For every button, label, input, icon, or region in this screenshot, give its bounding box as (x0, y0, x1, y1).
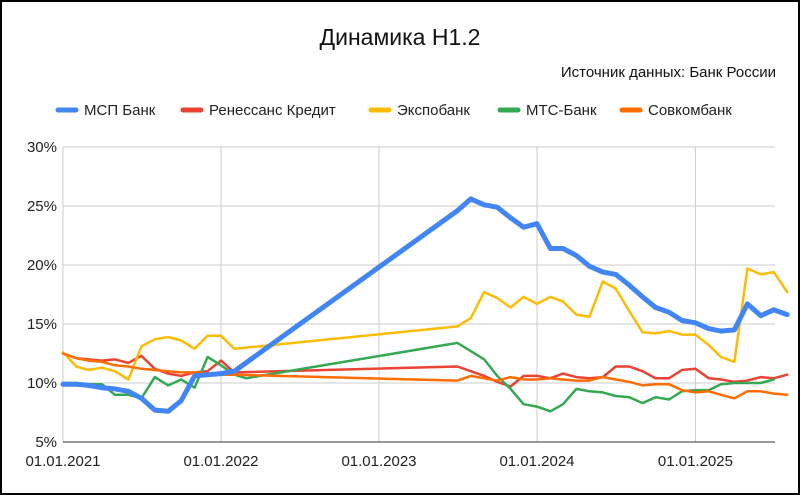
series-line-1 (60, 196, 790, 414)
x-tick-label: 01.01.2025 (658, 453, 733, 470)
series-line-5 (61, 352, 789, 400)
y-tick-label: 15% (27, 316, 57, 333)
y-tick-label: 20% (27, 257, 57, 274)
chart-series-lines (60, 196, 790, 414)
legend-label: Экспобанк (397, 102, 470, 119)
y-tick-label: 5% (35, 434, 57, 451)
x-axis-ticks: 01.01.2021 01.01.2022 01.01.2023 01.01.2024… (25, 453, 733, 470)
y-tick-label: 30% (27, 139, 57, 156)
legend-label: Совкомбанк (648, 102, 732, 119)
x-tick-label: 01.01.2023 (341, 453, 416, 470)
y-tick-label: 10% (27, 375, 57, 392)
chart-title: Динамика Н1.2 (319, 24, 481, 50)
x-tick-label: 01.01.2022 (183, 453, 258, 470)
legend-label: МСП Банк (84, 102, 156, 119)
series-line-3 (61, 267, 789, 381)
legend-label: Ренессанс Кредит (209, 102, 336, 119)
y-axis-ticks: 5% 10% 15% 20% 25% 30% (27, 139, 57, 451)
x-tick-label: 01.01.2021 (25, 453, 100, 470)
series-line-2 (61, 352, 789, 388)
chart-source-note: Источник данных: Банк России (560, 64, 776, 81)
chart-grid (62, 146, 775, 443)
chart-legend: МСП Банк Ренессанс Кредит Экспобанк МТС-Бан… (55, 102, 732, 119)
x-tick-label: 01.01.2024 (499, 453, 574, 470)
y-tick-label: 25% (27, 198, 57, 215)
legend-label: МТС-Банк (526, 102, 597, 119)
